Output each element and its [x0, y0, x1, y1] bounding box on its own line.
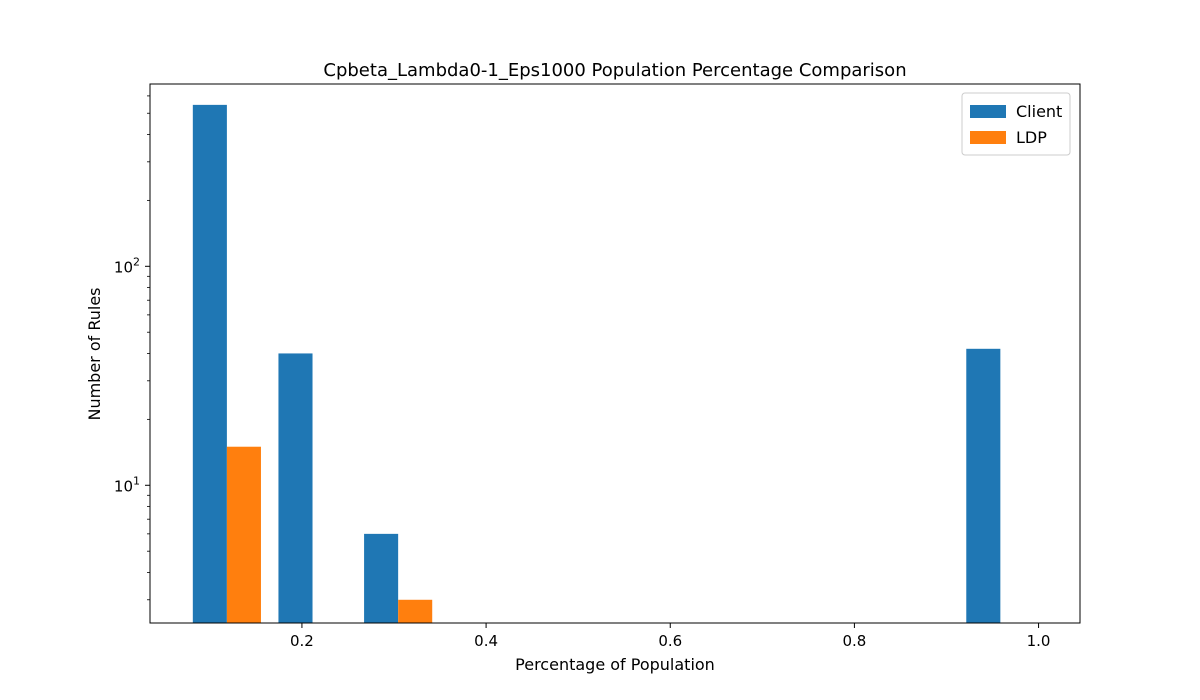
y-tick-label-1: 102	[114, 255, 140, 276]
x-axis-ticks: 0.2 0.4 0.6 0.8 1.0	[290, 623, 1050, 650]
bar-client-2	[364, 533, 399, 623]
y-tick-label-0: 101	[114, 474, 140, 495]
bar-ldp-0	[226, 446, 261, 623]
bars	[192, 104, 1001, 624]
x-tick-label-0: 0.2	[290, 632, 314, 650]
x-tick-label-3: 0.8	[842, 632, 866, 650]
bar-client-1	[278, 353, 313, 623]
legend: Client LDP	[961, 92, 1071, 156]
legend-swatch-ldp	[970, 131, 1006, 144]
bar-ldp-1	[398, 599, 433, 623]
plot-frame	[149, 83, 1081, 624]
chart-title: Cpbeta_Lambda0-1_Eps1000 Population Perc…	[323, 60, 906, 81]
y-axis-ticks: 101 102	[114, 95, 150, 601]
x-tick-label-4: 1.0	[1027, 632, 1051, 650]
bar-client-0	[192, 104, 227, 624]
legend-label-ldp: LDP	[1016, 128, 1047, 147]
legend-swatch-client	[970, 105, 1006, 118]
y-axis-label: Number of Rules	[85, 287, 104, 420]
legend-label-client: Client	[1016, 102, 1062, 121]
x-axis-label: Percentage of Population	[515, 655, 715, 674]
x-tick-label-1: 0.4	[474, 632, 498, 650]
x-tick-label-2: 0.6	[658, 632, 682, 650]
bar-client-3	[966, 348, 1001, 623]
